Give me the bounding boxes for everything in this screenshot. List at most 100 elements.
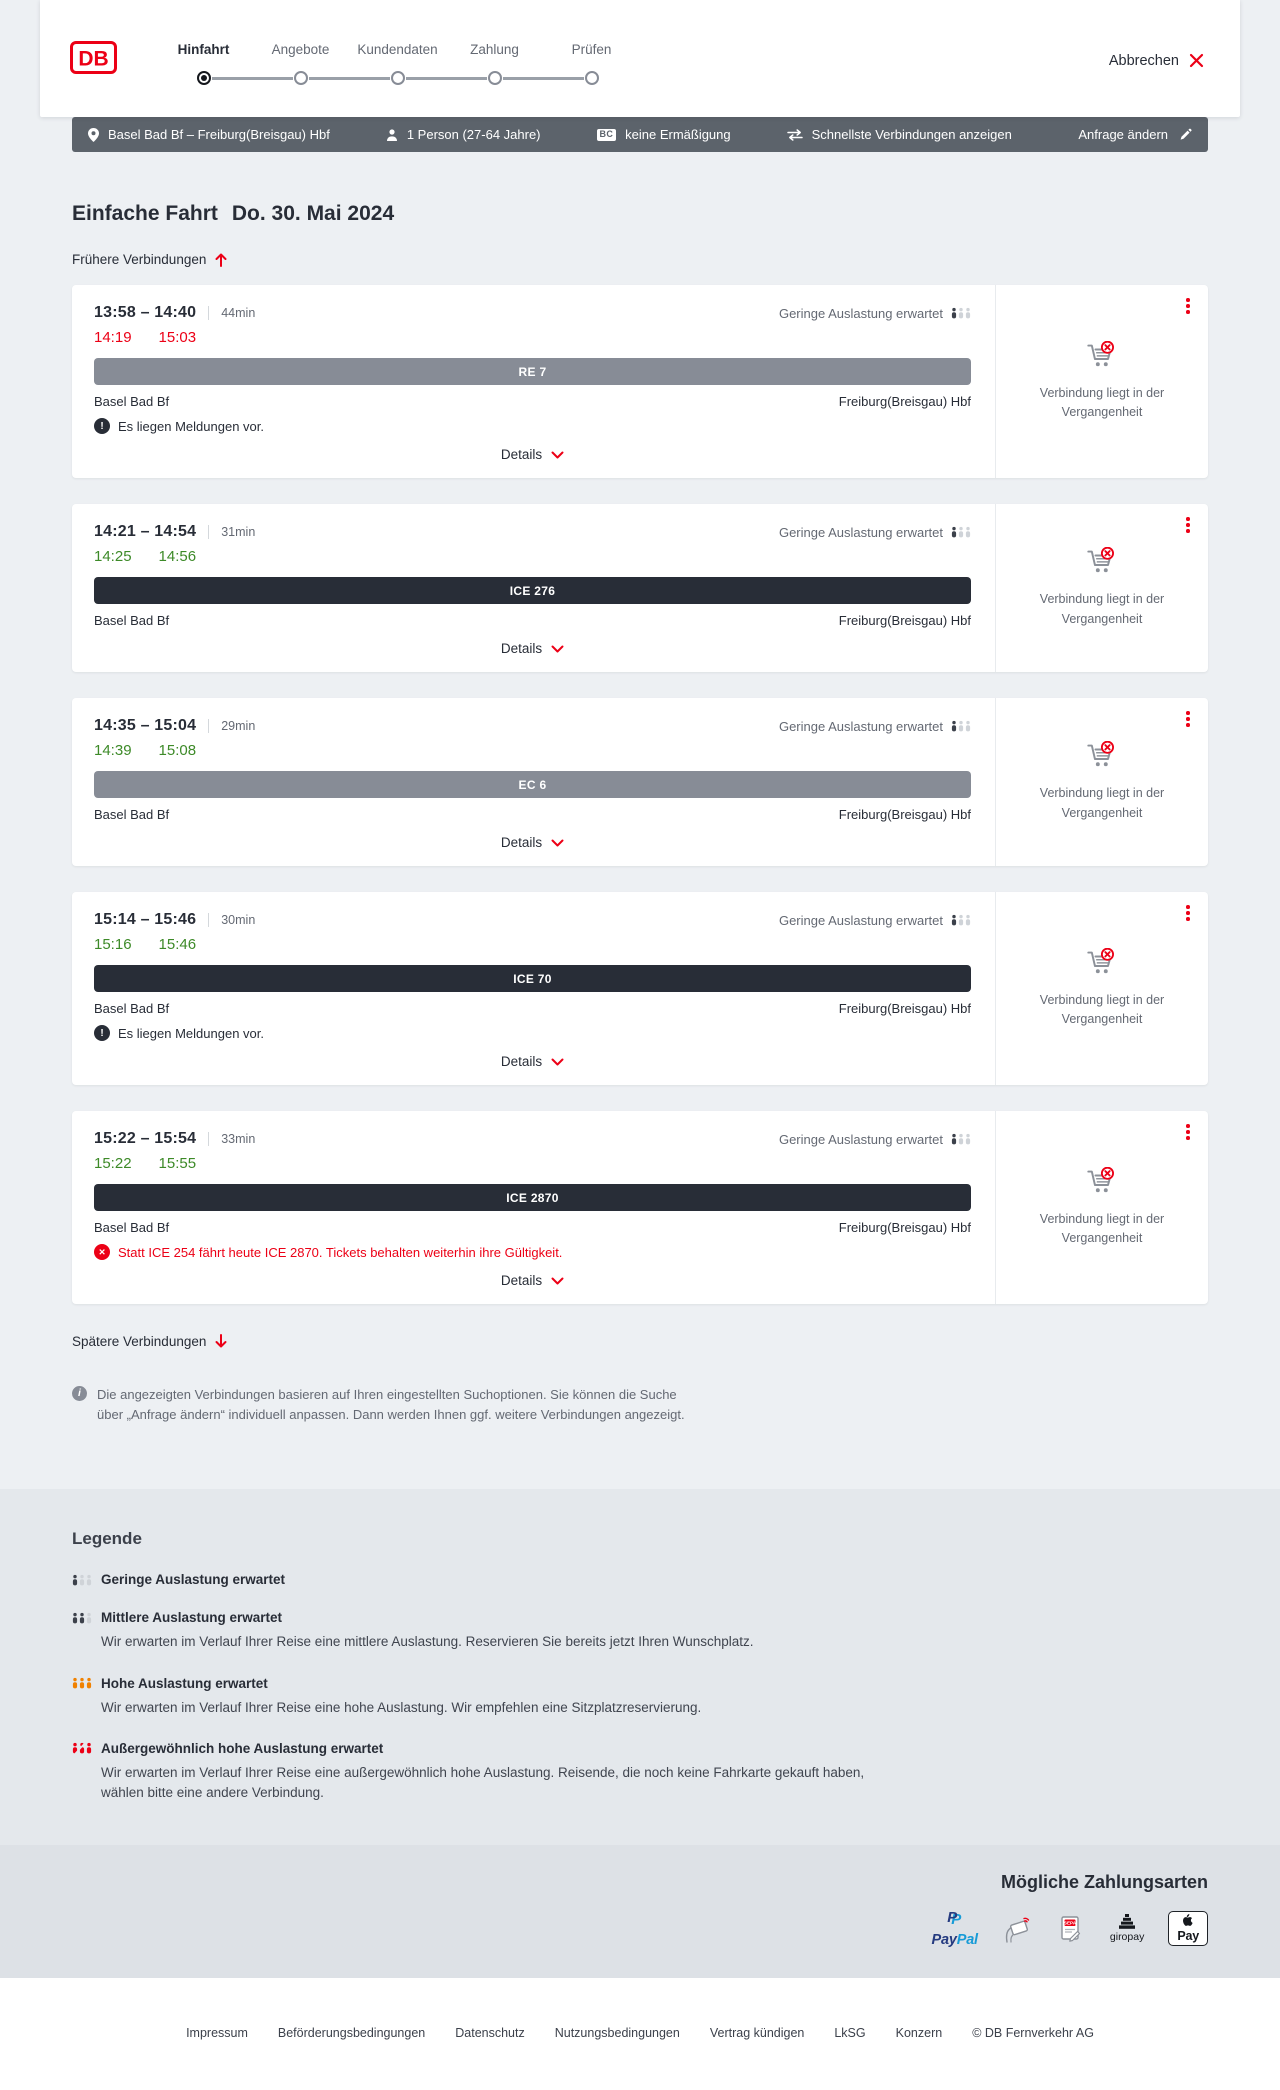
progress-step-label: Hinfahrt: [177, 42, 230, 57]
legend-item-label: Hohe Auslastung erwartet: [101, 1675, 268, 1691]
footer-link[interactable]: Nutzungsbedingungen: [554, 2026, 680, 2041]
departure-station: Basel Bad Bf: [94, 807, 170, 822]
occupancy-icon: [72, 1677, 92, 1689]
apple-pay-logo: Pay: [1168, 1911, 1208, 1947]
past-connection-note: Verbindung liegt in der Vergangenheit: [1039, 385, 1165, 419]
footer-link[interactable]: LkSG: [834, 2026, 866, 2041]
details-button[interactable]: Details: [94, 835, 971, 850]
progress-step[interactable]: Zahlung: [446, 42, 584, 85]
occupancy-icon: [72, 1612, 92, 1624]
legend-item: Mittlere Auslastung erwartet Wir erwarte…: [72, 1610, 1208, 1652]
svg-text:DB: DB: [78, 47, 108, 70]
kebab-menu-button[interactable]: [1183, 708, 1193, 730]
occupancy-icon: [72, 1574, 92, 1586]
past-connection-note: Verbindung liegt in der Vergangenheit: [1039, 1211, 1165, 1245]
occupancy-indicator: Geringe Auslastung erwartet: [779, 719, 971, 734]
copyright: © DB Fernverkehr AG: [972, 2026, 1094, 2041]
legend-item-label: Mittlere Auslastung erwartet: [101, 1610, 283, 1626]
legend-list: Geringe Auslastung erwartet Mittlere Aus…: [72, 1572, 1208, 1803]
trip-summary-bar: Basel Bad Bf – Freiburg(Breisgau) Hbf 1 …: [72, 117, 1208, 152]
footer-link[interactable]: Konzern: [895, 2026, 943, 2041]
progress-step-label: Prüfen: [571, 42, 612, 57]
arrival-station: Freiburg(Breisgau) Hbf: [838, 613, 971, 628]
legend-section: Legende Geringe Auslastung erwartet Mitt…: [0, 1489, 1280, 1846]
swap-arrows-icon: [786, 128, 803, 141]
legend-item: Hohe Auslastung erwartet Wir erwarten im…: [72, 1676, 1208, 1718]
error-icon: ✕: [94, 1244, 110, 1260]
edit-request-button[interactable]: Anfrage ändern: [1078, 127, 1192, 142]
train-badge: ICE 276: [94, 577, 971, 604]
edit-request-label: Anfrage ändern: [1078, 127, 1168, 142]
connection-card-side: Verbindung liegt in der Vergangenheit: [995, 698, 1208, 866]
fastest-connections-toggle[interactable]: Schnellste Verbindungen anzeigen: [786, 127, 1012, 142]
progress-step[interactable]: Kundendaten: [349, 42, 487, 85]
departure-station: Basel Bad Bf: [94, 394, 170, 409]
apple-icon: [1183, 1914, 1193, 1927]
details-button[interactable]: Details: [94, 1273, 971, 1288]
sepa-direct-debit-icon: SEPA: [1056, 1914, 1086, 1944]
realtime-departure: 15:16: [94, 936, 132, 953]
occupancy-indicator: Geringe Auslastung erwartet: [779, 913, 971, 928]
cancel-button[interactable]: Abbrechen: [1109, 53, 1204, 69]
connection-card-side: Verbindung liegt in der Vergangenheit: [995, 285, 1208, 478]
planned-times: 14:21 – 14:54: [94, 523, 197, 540]
realtime-times: 14:39 15:08: [94, 742, 971, 759]
trip-duration: 31min: [208, 525, 255, 539]
kebab-menu-button[interactable]: [1183, 514, 1193, 536]
progress-step-label: Angebote: [271, 42, 330, 57]
chevron-down-icon: [551, 645, 564, 652]
details-label: Details: [500, 641, 543, 656]
trip-passenger-label: 1 Person (27-64 Jahre): [406, 127, 541, 142]
progress-step[interactable]: Angebote: [252, 42, 390, 85]
departure-station: Basel Bad Bf: [94, 1001, 170, 1016]
occupancy-icon: [951, 526, 971, 538]
kebab-menu-button[interactable]: [1183, 902, 1193, 924]
train-badge: ICE 2870: [94, 1184, 971, 1211]
connection-card: 13:58 – 14:40 44min Geringe Auslastung e…: [72, 285, 1208, 478]
progress-steps: Hinfahrt Angebote Kundendaten Zahlung Pr…: [155, 42, 640, 85]
chevron-down-icon: [551, 1058, 564, 1065]
footer-link[interactable]: Impressum: [186, 2026, 248, 2041]
legend-item-label: Außergewöhnlich hohe Auslastung erwartet: [101, 1740, 384, 1756]
chevron-down-icon: [551, 839, 564, 846]
arrow-down-icon: [215, 1334, 227, 1348]
legend-description: Wir erwarten im Verlauf Ihrer Reise eine…: [101, 1764, 865, 1801]
search-options-note: i Die angezeigten Verbindungen basieren …: [72, 1385, 692, 1489]
details-button[interactable]: Details: [94, 641, 971, 656]
kebab-menu-button[interactable]: [1183, 295, 1193, 317]
later-connections-link[interactable]: Spätere Verbindungen: [72, 1334, 227, 1349]
footer-link[interactable]: Vertrag kündigen: [709, 2026, 805, 2041]
trip-duration: 30min: [208, 913, 255, 927]
results-area: Einfache Fahrt Do. 30. Mai 2024 Frühere …: [72, 202, 1208, 1489]
svg-text:SEPA: SEPA: [1064, 1920, 1077, 1925]
progress-step[interactable]: Hinfahrt: [155, 42, 293, 85]
kebab-menu-button[interactable]: [1183, 1121, 1193, 1143]
footer-link[interactable]: Beförderungsbedingungen: [277, 2026, 426, 2041]
arrival-station: Freiburg(Breisgau) Hbf: [838, 394, 971, 409]
details-button[interactable]: Details: [94, 1054, 971, 1069]
occupancy-icon: [72, 1742, 92, 1755]
realtime-departure: 14:19: [94, 329, 132, 346]
connection-card: 14:21 – 14:54 31min Geringe Auslastung e…: [72, 504, 1208, 672]
planned-times: 13:58 – 14:40: [94, 304, 197, 321]
occupancy-label: Geringe Auslastung erwartet: [778, 305, 943, 321]
cart-unavailable-icon: [1087, 547, 1114, 573]
realtime-arrival: 15:08: [158, 742, 197, 759]
earlier-connections-link[interactable]: Frühere Verbindungen: [72, 252, 227, 267]
progress-step-label: Kundendaten: [357, 42, 438, 57]
details-label: Details: [500, 835, 543, 850]
cart-unavailable-icon: [1087, 947, 1114, 973]
trip-type-title: Einfache Fahrt: [72, 202, 218, 225]
info-icon: i: [72, 1386, 87, 1401]
details-button[interactable]: Details: [94, 447, 971, 462]
progress-step[interactable]: Prüfen: [543, 42, 640, 85]
db-logo[interactable]: DB: [70, 40, 117, 77]
trip-bahncard-label: keine Ermäßigung: [625, 127, 731, 142]
occupancy-label: Geringe Auslastung erwartet: [778, 1131, 943, 1147]
footer-links: Impressum Beförderungsbedingungen Datens…: [186, 2026, 942, 2040]
occupancy-indicator: Geringe Auslastung erwartet: [779, 306, 971, 321]
footer-link[interactable]: Datenschutz: [455, 2026, 525, 2041]
